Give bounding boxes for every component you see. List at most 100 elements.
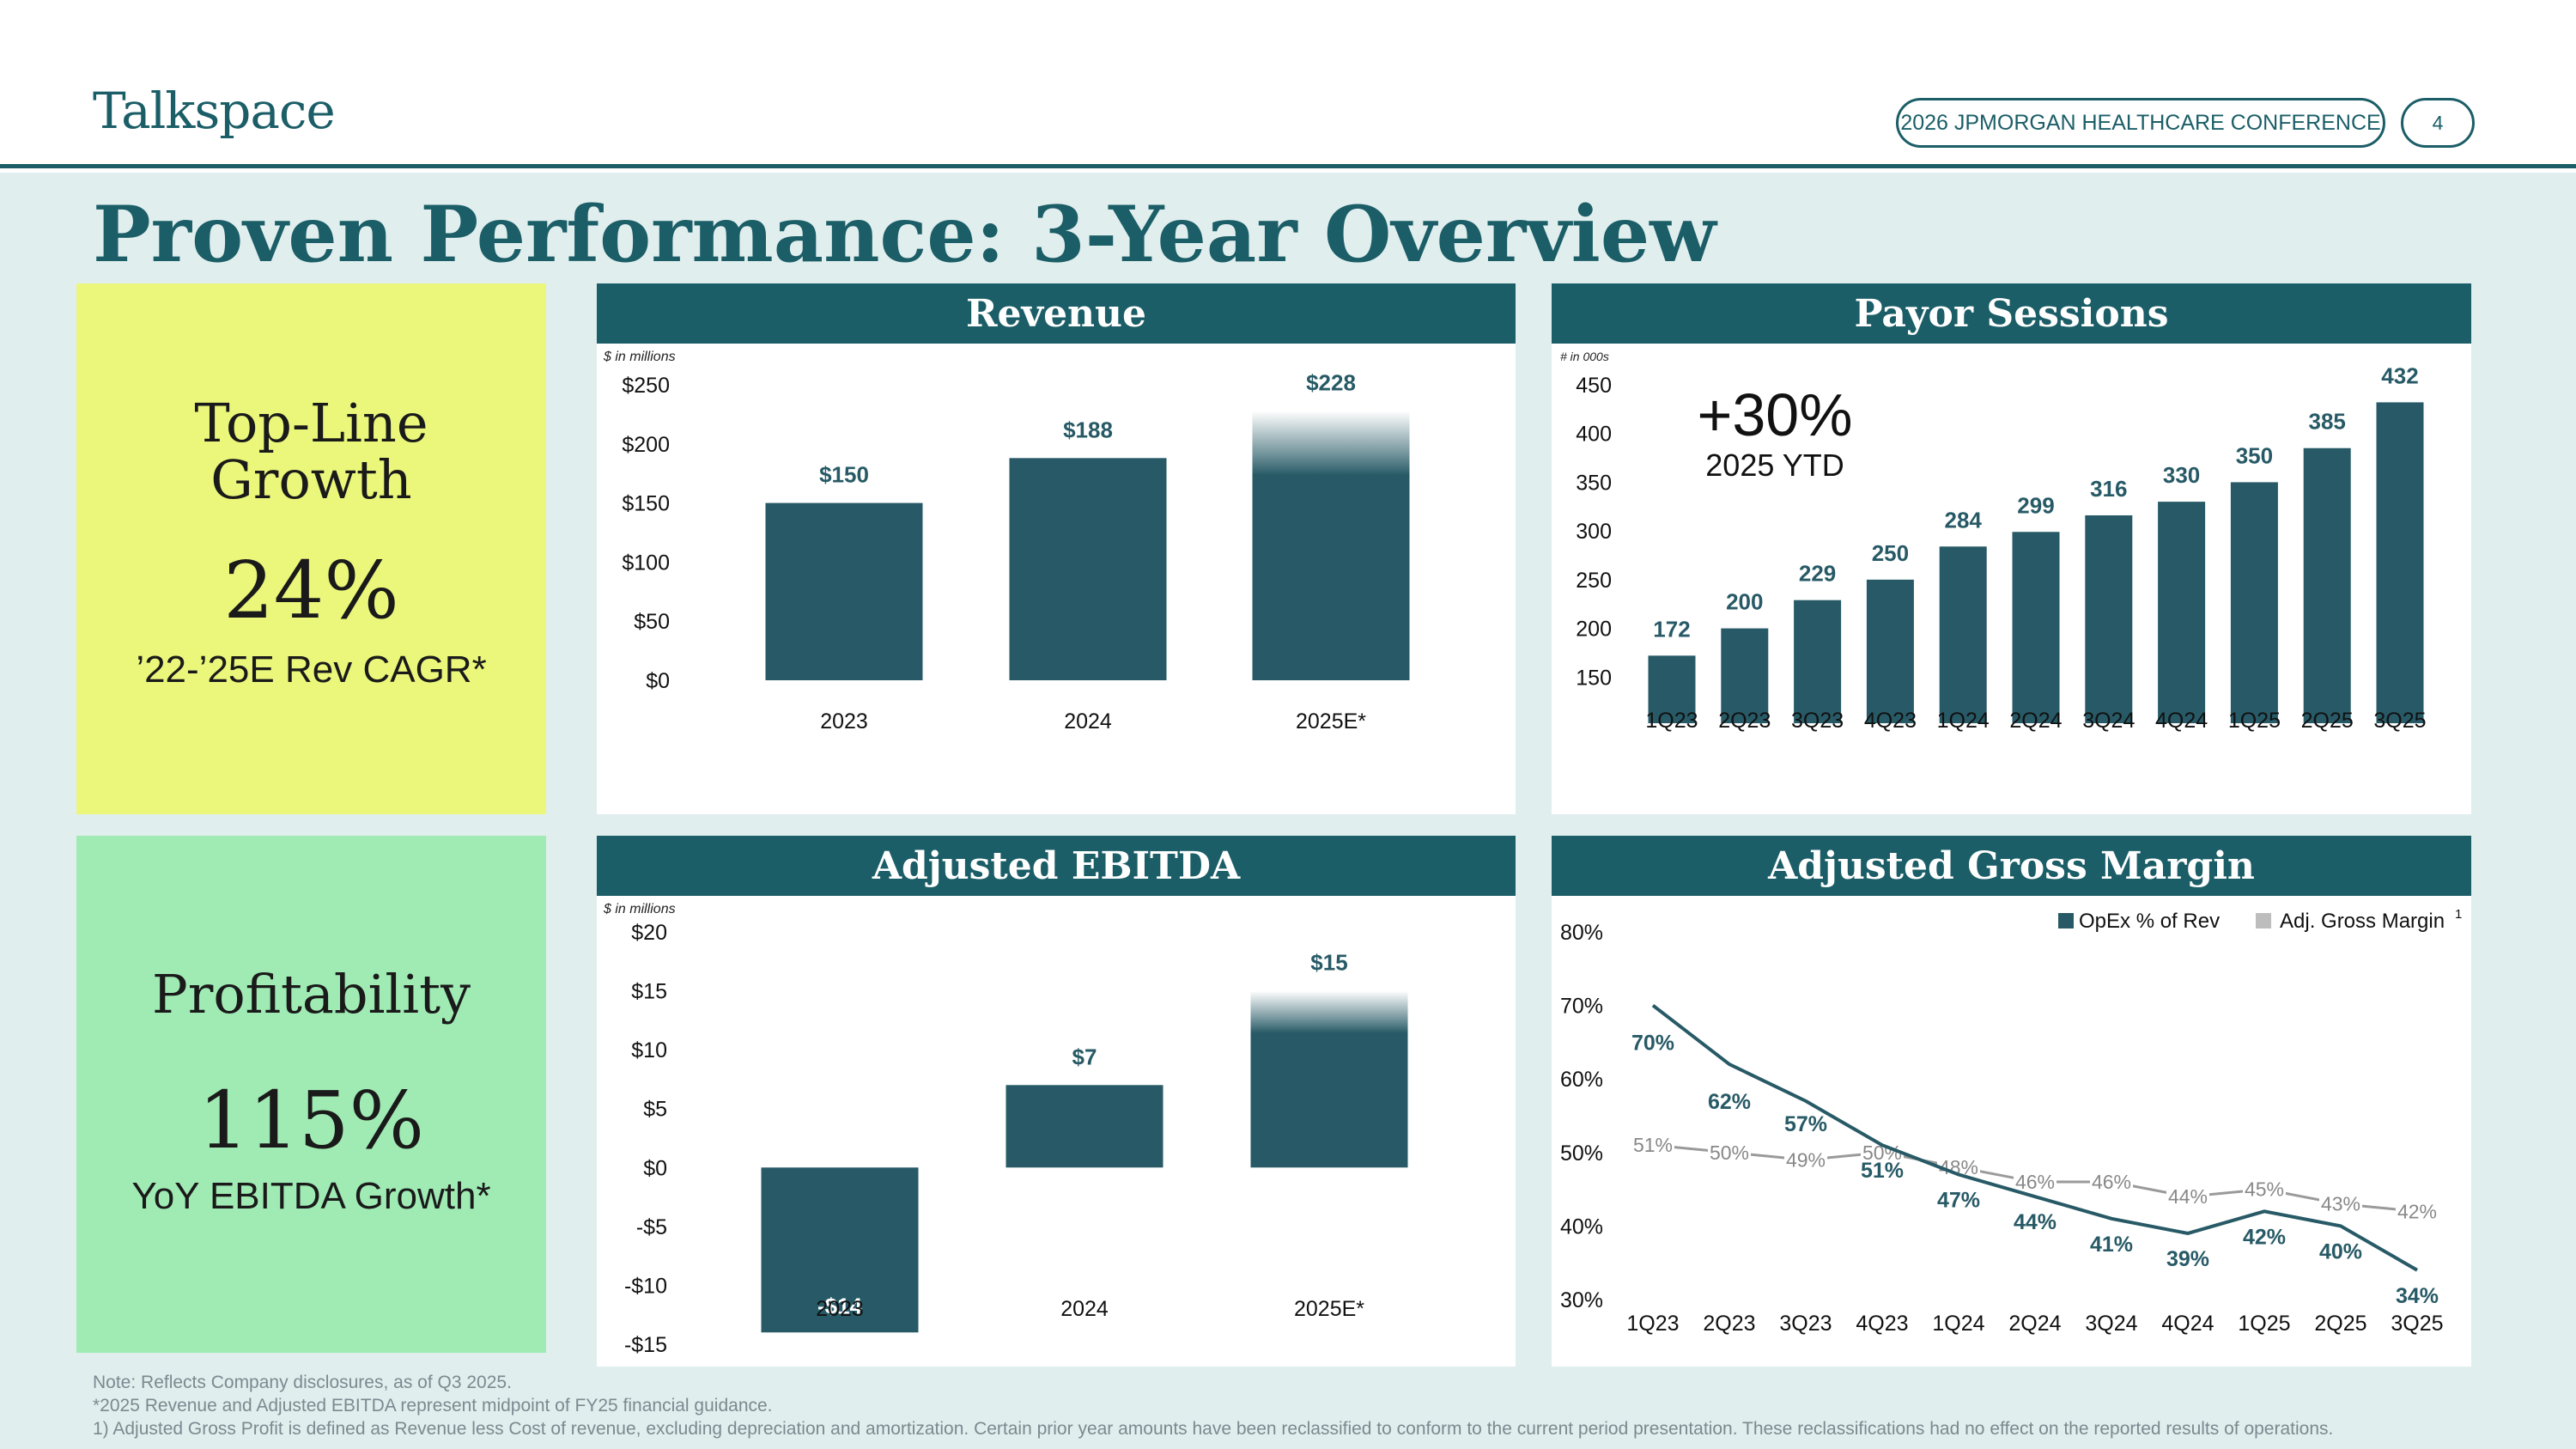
- page-number-badge: 4: [2401, 98, 2475, 148]
- page-title: Proven Performance: 3-Year Overview: [93, 189, 1716, 280]
- adj-gross-margin-label: 50%: [1710, 1142, 1749, 1164]
- bar: [2085, 514, 2133, 723]
- y-tick-label: 70%: [1560, 995, 1603, 1019]
- adjusted-gross-margin-chart: 30% 40% 50% 60% 70% 80% 1Q23 2Q23 3Q23 4Q23 1Q24 2Q…: [1560, 907, 2462, 1336]
- y-tick-label: 30%: [1560, 1288, 1603, 1312]
- panel-title: Adjusted EBITDA: [597, 836, 1516, 896]
- x-tick-label: 1Q25: [2238, 1312, 2290, 1336]
- x-tick-label: 4Q24: [2155, 709, 2208, 733]
- x-tick-label: 1Q24: [1937, 709, 1990, 733]
- payor-sessions-chart: # in 000s 150 200 250 300 350 400 450 172 1Q23 200…: [1560, 350, 2427, 733]
- y-tick-label: 450: [1576, 374, 1612, 398]
- adj-gross-margin-label: 43%: [2321, 1193, 2360, 1215]
- conference-badge: 2026 JPMORGAN HEALTHCARE CONFERENCE: [1896, 98, 2385, 148]
- y-tick-label: -$15: [624, 1333, 667, 1357]
- label-backdrop: [2396, 1199, 2439, 1222]
- opex-label: 40%: [2319, 1239, 2362, 1263]
- bar-value-label: -$14: [817, 1293, 863, 1318]
- bar: [2012, 532, 2060, 723]
- y-tick-label: 40%: [1560, 1215, 1603, 1239]
- opex-label: 41%: [2090, 1233, 2133, 1257]
- legend-swatch: [2256, 913, 2271, 928]
- footnotes: Note: Reflects Company disclosures, as o…: [93, 1371, 2333, 1440]
- x-tick-label: 2Q24: [2008, 1312, 2061, 1336]
- bar-value-label: 250: [1872, 540, 1909, 566]
- opex-label: 44%: [2014, 1210, 2057, 1234]
- kpi-value: 24%: [223, 545, 399, 636]
- opex-label: 70%: [1631, 1032, 1674, 1056]
- adj-gross-margin-label: 45%: [2245, 1178, 2284, 1201]
- legend-superscript: 1: [2455, 907, 2462, 922]
- panel-title: Payor Sessions: [1552, 283, 2471, 344]
- adj-gross-margin-label: 42%: [2397, 1200, 2437, 1222]
- x-tick-label: 2023: [820, 709, 868, 734]
- y-tick-label: $5: [643, 1098, 667, 1122]
- bar: [2158, 502, 2206, 723]
- bar: [761, 1167, 919, 1333]
- bar: [1866, 579, 1914, 723]
- y-tick-label: 50%: [1560, 1142, 1603, 1166]
- bar-value-label: 330: [2163, 462, 2200, 488]
- footnote-note: Note: Reflects Company disclosures, as o…: [93, 1373, 512, 1392]
- y-tick-label: 200: [1576, 618, 1612, 642]
- y-tick-label: $250: [622, 374, 670, 398]
- x-tick-label: 1Q24: [1932, 1312, 1984, 1336]
- x-tick-label: 2024: [1064, 709, 1112, 734]
- y-tick-label: $100: [622, 551, 670, 575]
- unit-note: # in 000s: [1560, 350, 1609, 363]
- y-tick-label: $150: [622, 492, 670, 516]
- x-tick-label: 3Q23: [1791, 709, 1844, 733]
- adj-gross-margin-label: 46%: [2092, 1171, 2131, 1193]
- unit-note: $ in millions: [603, 902, 676, 916]
- talkspace-logo: Talkspace: [93, 82, 336, 140]
- x-tick-label: 4Q23: [1864, 709, 1917, 733]
- label-backdrop: [1784, 1148, 1827, 1171]
- y-tick-label: $200: [622, 433, 670, 457]
- label-backdrop: [1708, 1140, 1751, 1163]
- bar: [2303, 447, 2351, 723]
- kpi-top-line-growth: Top-Line Growth 24% ’22-’25E Rev CAGR*: [76, 283, 546, 814]
- x-tick-label: 2024: [1060, 1297, 1109, 1321]
- label-backdrop: [2319, 1191, 2362, 1215]
- legend-label: OpEx % of Rev: [2079, 910, 2220, 933]
- opex-label: 57%: [1784, 1112, 1827, 1136]
- x-tick-label: 1Q23: [1626, 1312, 1679, 1336]
- adj-gross-margin-label: 51%: [1633, 1134, 1673, 1156]
- adj-gross-margin-label: 49%: [1786, 1148, 1826, 1171]
- bar-value-label: 200: [1726, 589, 1763, 615]
- label-backdrop: [2014, 1170, 2057, 1193]
- x-tick-label: 2023: [816, 1297, 864, 1321]
- adj-gross-margin-label: 44%: [2168, 1185, 2208, 1208]
- kpi-profitability: Profitability 115% YoY EBITDA Growth*: [76, 836, 546, 1353]
- bar: [765, 502, 923, 680]
- footnote-definition: 1) Adjusted Gross Profit is defined as R…: [93, 1419, 2334, 1439]
- bar-value-label: $15: [1310, 950, 1347, 976]
- bar: [1005, 1085, 1163, 1168]
- y-tick-label: -$5: [636, 1215, 667, 1239]
- y-tick-label: 250: [1576, 569, 1612, 593]
- bar-value-label: $150: [819, 462, 869, 488]
- x-tick-label: 3Q25: [2373, 709, 2426, 733]
- revenue-panel: Revenue $ in millions $0 $50 $100 $150 $200 $2…: [597, 283, 1516, 814]
- x-tick-label: 2Q23: [1703, 1312, 1755, 1336]
- bar: [2376, 402, 2424, 723]
- bar-value-label: 432: [2381, 362, 2418, 388]
- y-tick-label: 300: [1576, 520, 1612, 544]
- bar-value-label: $228: [1306, 369, 1356, 395]
- y-tick-label: 60%: [1560, 1068, 1603, 1092]
- opex-label: 34%: [2396, 1284, 2439, 1308]
- bar: [1721, 628, 1769, 723]
- y-tick-label: 80%: [1560, 921, 1603, 945]
- revenue-chart: $ in millions $0 $50 $100 $150 $200 $250 $150 20…: [603, 350, 1410, 734]
- x-tick-label: 2025E*: [1296, 709, 1366, 734]
- x-tick-label: 2Q24: [2009, 709, 2062, 733]
- growth-annotation-value: +30%: [1698, 381, 1853, 448]
- opex-label: 39%: [2166, 1247, 2209, 1271]
- footnote-guidance: *2025 Revenue and Adjusted EBITDA repres…: [93, 1396, 773, 1416]
- kpi-value: 115%: [197, 1075, 425, 1166]
- unit-note: $ in millions: [603, 350, 676, 364]
- kpi-label-line2: Growth: [210, 448, 412, 511]
- bar-value-label: 229: [1799, 561, 1836, 587]
- adjusted-gross-margin-panel: Adjusted Gross Margin 30% 40% 50% 60% 70% 80%…: [1552, 836, 2471, 1367]
- bar: [2230, 482, 2278, 723]
